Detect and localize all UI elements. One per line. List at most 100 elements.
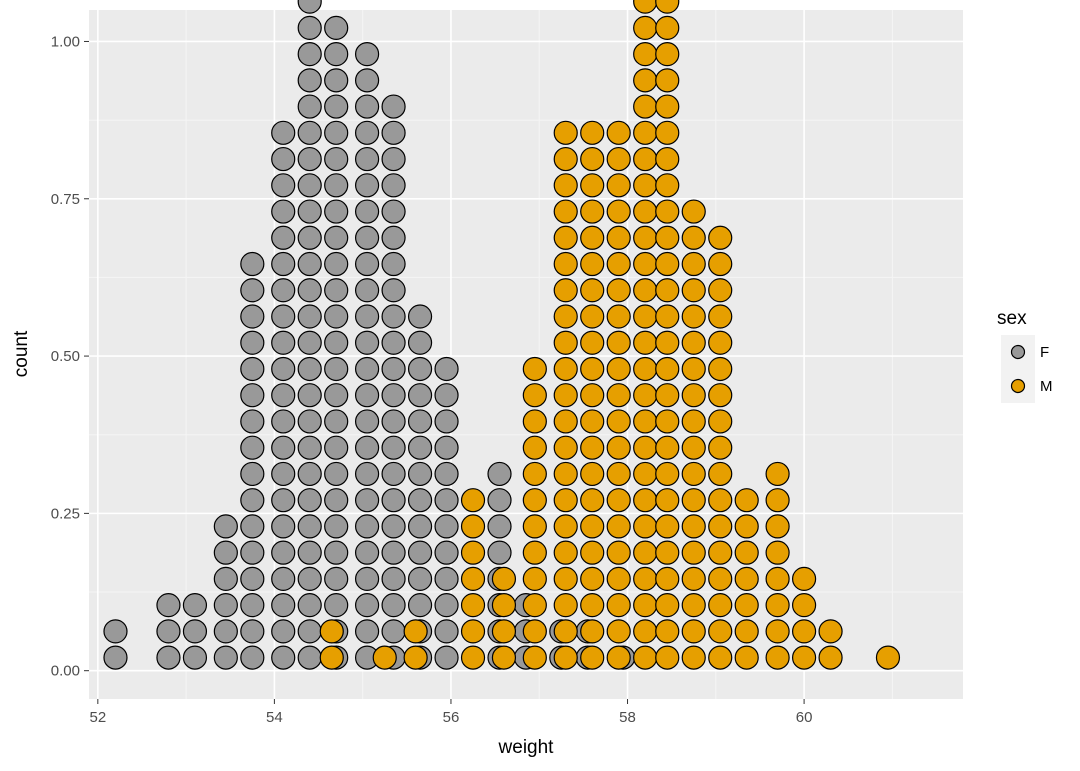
dot-M	[522, 435, 547, 460]
dot-M	[655, 42, 680, 67]
dot-M	[606, 435, 631, 460]
dot-F	[297, 619, 322, 644]
dot-M	[553, 278, 578, 303]
dot-F	[381, 619, 406, 644]
dot-F	[324, 409, 349, 434]
dot-M	[606, 173, 631, 198]
dot-F	[297, 488, 322, 513]
dot-M	[818, 619, 843, 644]
y-tick-label: 0.50	[51, 348, 80, 365]
x-tick-label: 58	[619, 709, 636, 726]
dot-F	[381, 540, 406, 565]
dot-F	[271, 435, 296, 460]
dot-F	[381, 251, 406, 277]
dot-F	[407, 304, 433, 329]
dot-M	[553, 540, 578, 565]
dot-F	[324, 173, 349, 198]
dot-F	[297, 461, 322, 487]
dot-F	[324, 68, 349, 93]
dot-M	[708, 383, 733, 408]
dot-M	[633, 356, 658, 382]
dot-F	[381, 435, 406, 460]
dot-M	[681, 566, 706, 591]
legend-symbol-F	[1010, 344, 1026, 360]
dot-F	[407, 356, 433, 382]
dot-M	[522, 540, 547, 565]
dot-F	[324, 461, 349, 487]
dot-M	[580, 251, 605, 277]
dot-M	[580, 330, 605, 355]
dot-M	[606, 225, 631, 250]
dot-M	[580, 225, 605, 250]
dot-M	[708, 356, 733, 382]
dot-M	[734, 645, 759, 670]
dot-M	[553, 330, 578, 355]
dot-F	[240, 251, 265, 277]
dot-F	[240, 645, 265, 670]
dot-M	[580, 619, 605, 644]
dot-M	[633, 304, 658, 329]
dot-F	[407, 409, 433, 434]
dot-M	[580, 566, 605, 591]
dot-M	[791, 645, 817, 670]
dot-M	[633, 330, 658, 355]
dot-F	[381, 514, 406, 539]
dot-M	[681, 278, 706, 303]
dot-M	[734, 540, 759, 565]
legend-symbol-M	[1010, 378, 1026, 394]
dot-F	[240, 461, 265, 487]
dot-M	[633, 278, 658, 303]
dot-M	[633, 383, 658, 408]
dot-M	[633, 461, 658, 487]
dot-F	[381, 566, 406, 591]
dot-M	[655, 15, 680, 40]
dot-M	[580, 278, 605, 303]
y-axis: 0.00 0.25 0.50 0.75 1.00	[51, 33, 89, 680]
dot-M	[708, 593, 733, 618]
dot-F	[324, 15, 349, 40]
dot-M	[791, 619, 817, 644]
dot-F	[487, 540, 512, 565]
dot-M	[655, 251, 680, 277]
dot-F	[240, 540, 265, 565]
dot-M	[403, 645, 428, 670]
dot-F	[381, 120, 406, 145]
dot-M	[606, 304, 631, 329]
dot-F	[324, 304, 349, 329]
dot-M	[606, 514, 631, 539]
dot-M	[553, 619, 578, 644]
dot-F	[354, 514, 380, 539]
dot-M	[655, 619, 680, 644]
x-axis-title: weight	[498, 737, 555, 758]
dot-M	[633, 68, 658, 93]
dot-F	[354, 540, 380, 565]
dot-M	[553, 461, 578, 487]
dot-M	[633, 173, 658, 198]
dot-M	[708, 461, 733, 487]
dot-M	[580, 409, 605, 434]
dot-F	[324, 593, 349, 618]
dot-M	[875, 645, 901, 670]
dot-M	[633, 120, 658, 145]
dot-F	[487, 488, 512, 513]
dot-M	[681, 356, 706, 382]
dot-F	[297, 42, 322, 67]
dot-M	[708, 225, 733, 250]
dot-M	[708, 488, 733, 513]
dot-M	[655, 435, 680, 460]
dot-F	[324, 330, 349, 355]
dot-M	[580, 173, 605, 198]
dot-F	[271, 645, 296, 670]
dot-M	[522, 383, 547, 408]
dot-M	[491, 645, 517, 670]
dot-F	[271, 251, 296, 277]
dot-F	[213, 514, 238, 539]
dot-M	[606, 593, 631, 618]
dot-M	[633, 409, 658, 434]
dot-F	[354, 146, 380, 172]
dot-M	[553, 225, 578, 250]
dot-M	[522, 409, 547, 434]
dot-M	[606, 540, 631, 565]
dot-M	[606, 461, 631, 487]
dot-M	[606, 619, 631, 644]
